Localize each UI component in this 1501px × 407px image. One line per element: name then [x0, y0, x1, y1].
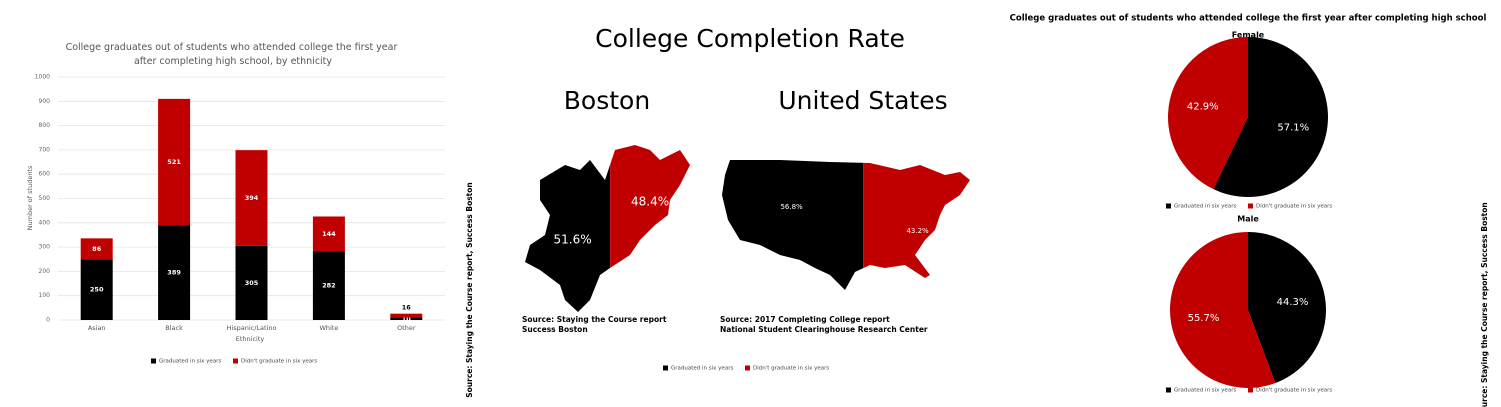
- bar-segment: [390, 317, 423, 320]
- x-tick-label: Asian: [88, 324, 106, 332]
- bar-value-label: 389: [167, 269, 181, 277]
- bar-value-label: 86: [92, 245, 102, 253]
- legend-label: Graduated in six years: [1174, 204, 1236, 210]
- bar-value-label: 305: [245, 279, 259, 287]
- legend-label: Graduated in six years: [159, 359, 221, 365]
- legend-swatch: [1248, 387, 1253, 393]
- pie-slice: [1167, 37, 1248, 190]
- map-region: [722, 160, 864, 290]
- map-source: Source: 2017 Completing College report: [720, 315, 890, 324]
- map-region: [863, 160, 970, 290]
- legend-swatch: [745, 365, 750, 371]
- legend-swatch: [151, 358, 156, 364]
- bar-value-label: 521: [167, 158, 181, 166]
- map-heading: United States: [778, 86, 947, 115]
- pie-slice: [1170, 232, 1276, 389]
- x-tick-label: Hispanic/Latino: [227, 324, 277, 332]
- legend-swatch: [1166, 203, 1171, 209]
- y-tick-label: 600: [39, 171, 51, 178]
- map-value-label: 48.4%: [631, 195, 669, 209]
- legend-label: Didn't graduate in six years: [1256, 388, 1332, 394]
- bar-segment: [312, 216, 345, 252]
- bar-segment: [390, 313, 423, 318]
- source-note: Source: Staying the Course report, Succe…: [465, 182, 474, 398]
- bar-value-label: 10: [402, 315, 412, 323]
- y-tick-label: 700: [39, 146, 51, 153]
- map-source: Source: Staying the Course report: [522, 315, 667, 324]
- bar-segment: [312, 251, 345, 320]
- bar-value-label: 16: [402, 304, 412, 312]
- y-tick-label: 200: [39, 268, 51, 275]
- legend-swatch: [1166, 387, 1171, 393]
- map-region: [525, 145, 611, 312]
- pie-value-label: 57.1%: [1277, 122, 1309, 133]
- bar-value-label: 394: [245, 194, 259, 202]
- y-tick-label: 100: [39, 292, 51, 299]
- y-tick-label: 1000: [35, 74, 50, 81]
- legend-swatch: [233, 358, 238, 364]
- pie-value-label: 44.3%: [1277, 297, 1309, 308]
- pie-slice: [1213, 37, 1328, 197]
- bar-value-label: 282: [322, 282, 336, 290]
- map-source: National Student Clearinghouse Research …: [720, 325, 928, 334]
- bar-segment: [80, 238, 113, 260]
- y-axis-label: Number of students: [26, 165, 34, 230]
- pie-heading: Female: [1232, 31, 1265, 40]
- y-tick-label: 400: [39, 219, 51, 226]
- legend-label: Graduated in six years: [671, 366, 733, 372]
- map-value-label: 56.8%: [780, 203, 803, 211]
- legend-label: Didn't graduate in six years: [753, 366, 829, 372]
- bar-segment: [80, 259, 113, 320]
- legend-label: Didn't graduate in six years: [1256, 204, 1332, 210]
- x-tick-label: Other: [397, 324, 416, 332]
- map-value-label: 43.2%: [906, 227, 929, 235]
- chart-title: College graduates out of students who at…: [1010, 14, 1487, 24]
- bar-segment: [158, 98, 191, 226]
- bar-value-label: 250: [90, 286, 104, 294]
- chart-title: College Completion Rate: [595, 24, 905, 53]
- legend-swatch: [1248, 203, 1253, 209]
- y-tick-label: 300: [39, 244, 51, 251]
- map-shape: [525, 145, 690, 312]
- bar-segment: [158, 225, 191, 320]
- legend-swatch: [663, 365, 668, 371]
- bar-value-label: 144: [322, 230, 336, 238]
- y-tick-label: 800: [39, 122, 51, 129]
- pie-slice: [1248, 232, 1326, 384]
- pie-value-label: 42.9%: [1187, 102, 1219, 113]
- legend-label: Graduated in six years: [1174, 388, 1236, 394]
- map-region: [610, 145, 690, 312]
- map-shape: [722, 160, 970, 290]
- map-value-label: 51.6%: [554, 233, 592, 247]
- x-tick-label: Black: [165, 324, 183, 332]
- bar-segment: [235, 245, 268, 320]
- y-tick-label: 0: [46, 317, 50, 324]
- y-tick-label: 500: [39, 195, 51, 202]
- x-axis-label: Ethnicity: [236, 335, 265, 343]
- pie-heading: Male: [1237, 215, 1259, 224]
- x-tick-label: White: [319, 324, 338, 332]
- map-heading: Boston: [564, 86, 650, 115]
- pie-value-label: 55.7%: [1188, 313, 1220, 324]
- chart-title: College graduates out of students who at…: [66, 42, 401, 67]
- bar-segment: [235, 150, 268, 246]
- legend-label: Didn't graduate in six years: [241, 359, 317, 365]
- map-source: Success Boston: [522, 325, 588, 334]
- source-note: Source: Staying the Course report, Succe…: [1480, 202, 1489, 407]
- y-tick-label: 900: [39, 98, 51, 105]
